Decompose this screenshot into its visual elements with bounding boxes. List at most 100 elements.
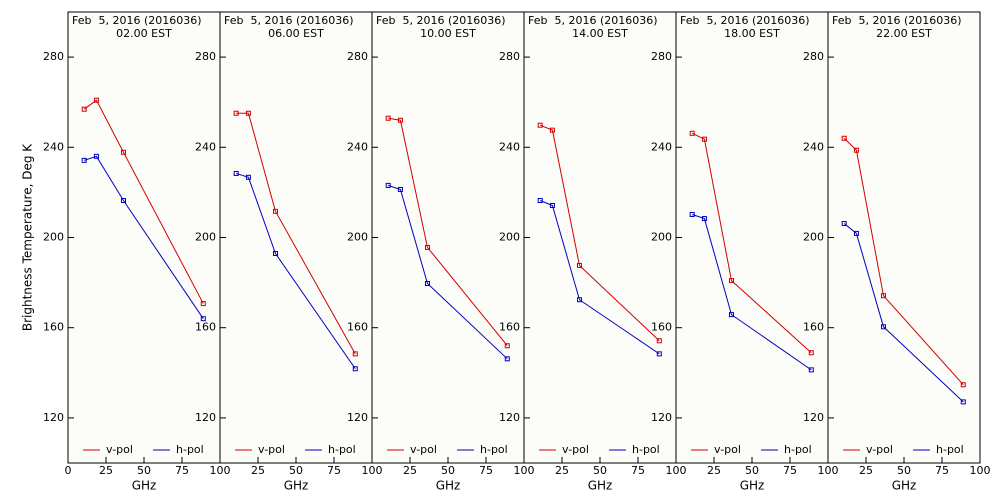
data-point bbox=[385, 182, 391, 188]
data-point bbox=[424, 281, 430, 287]
x-axis-label: GHz bbox=[284, 479, 309, 493]
data-point bbox=[81, 157, 87, 163]
data-point bbox=[81, 106, 87, 112]
series-line bbox=[843, 223, 964, 403]
series-line bbox=[83, 99, 204, 304]
data-point bbox=[93, 153, 99, 159]
x-axis-label: GHz bbox=[132, 479, 157, 493]
data-point bbox=[504, 343, 510, 349]
series-line bbox=[388, 117, 508, 347]
legend-label: h-pol bbox=[784, 443, 812, 456]
data-point bbox=[200, 316, 206, 322]
x-tick-label: 25 bbox=[707, 464, 721, 477]
x-tick-label: 50 bbox=[593, 464, 607, 477]
y-tick-label: 240 bbox=[499, 140, 520, 153]
y-tick-label: 160 bbox=[43, 321, 64, 334]
plot-frame bbox=[67, 11, 221, 464]
data-point bbox=[853, 230, 859, 236]
data-point bbox=[701, 216, 707, 222]
panel-title: Feb 5, 2016 (2016036) bbox=[72, 14, 202, 27]
series-line bbox=[692, 214, 812, 371]
x-tick-label: 25 bbox=[403, 464, 417, 477]
data-point bbox=[841, 221, 847, 227]
data-point bbox=[960, 382, 966, 388]
data-point bbox=[537, 198, 543, 204]
plot-frame bbox=[827, 11, 981, 464]
y-tick-label: 120 bbox=[803, 411, 824, 424]
data-point bbox=[728, 312, 734, 318]
x-axis-label: GHz bbox=[588, 479, 613, 493]
x-tick-label: 25 bbox=[99, 464, 113, 477]
legend-label: v-pol bbox=[258, 443, 285, 456]
data-point bbox=[233, 170, 239, 176]
x-tick-label: 50 bbox=[137, 464, 151, 477]
data-point bbox=[272, 208, 278, 214]
data-point bbox=[93, 97, 99, 103]
panel-title: Feb 5, 2016 (2016036) bbox=[224, 14, 354, 27]
data-point bbox=[504, 356, 510, 362]
data-point bbox=[352, 366, 358, 372]
plot-frame bbox=[675, 11, 829, 464]
x-axis-label: GHz bbox=[892, 479, 917, 493]
legend-label: h-pol bbox=[176, 443, 204, 456]
series-line bbox=[843, 137, 964, 386]
y-tick-label: 280 bbox=[651, 50, 672, 63]
x-tick-label: 100 bbox=[970, 464, 991, 477]
y-tick-label: 240 bbox=[195, 140, 216, 153]
data-point bbox=[120, 198, 126, 204]
x-tick-label: 75 bbox=[479, 464, 493, 477]
y-tick-label: 160 bbox=[651, 321, 672, 334]
legend-label: h-pol bbox=[632, 443, 660, 456]
panel-title: Feb 5, 2016 (2016036) bbox=[832, 14, 962, 27]
data-point bbox=[576, 297, 582, 303]
x-tick-label: 50 bbox=[897, 464, 911, 477]
x-tick-label: 75 bbox=[327, 464, 341, 477]
y-tick-label: 200 bbox=[43, 231, 64, 244]
series-line bbox=[691, 132, 812, 354]
legend-label: h-pol bbox=[480, 443, 508, 456]
x-tick-label: 100 bbox=[666, 464, 687, 477]
x-tick-label: 50 bbox=[441, 464, 455, 477]
data-point bbox=[841, 135, 847, 141]
y-tick-label: 280 bbox=[43, 50, 64, 63]
y-tick-label: 280 bbox=[347, 50, 368, 63]
y-tick-label: 280 bbox=[499, 50, 520, 63]
y-tick-label: 200 bbox=[651, 231, 672, 244]
series-line bbox=[236, 112, 356, 355]
series-line bbox=[540, 200, 660, 355]
data-point bbox=[808, 367, 814, 373]
series-line bbox=[540, 124, 660, 342]
y-tick-label: 120 bbox=[499, 411, 520, 424]
series-line bbox=[388, 184, 508, 360]
data-point bbox=[853, 147, 859, 153]
data-point bbox=[352, 351, 358, 357]
x-tick-label: 50 bbox=[289, 464, 303, 477]
x-tick-label: 25 bbox=[859, 464, 873, 477]
data-point bbox=[689, 130, 695, 136]
panel-subtitle: 06.00 EST bbox=[268, 27, 324, 40]
legend-label: h-pol bbox=[936, 443, 964, 456]
y-tick-label: 120 bbox=[43, 411, 64, 424]
x-tick-label: 100 bbox=[818, 464, 839, 477]
legend-label: v-pol bbox=[410, 443, 437, 456]
panel-title: Feb 5, 2016 (2016036) bbox=[376, 14, 506, 27]
y-tick-label: 240 bbox=[651, 140, 672, 153]
x-tick-label: 50 bbox=[745, 464, 759, 477]
y-tick-label: 200 bbox=[347, 231, 368, 244]
series-line bbox=[236, 172, 356, 370]
x-tick-label: 75 bbox=[631, 464, 645, 477]
plot-frame bbox=[523, 11, 677, 464]
data-point bbox=[960, 399, 966, 405]
data-point bbox=[397, 117, 403, 123]
x-tick-label: 25 bbox=[251, 464, 265, 477]
y-tick-label: 280 bbox=[803, 50, 824, 63]
data-point bbox=[728, 278, 734, 284]
y-tick-label: 200 bbox=[499, 231, 520, 244]
data-point bbox=[549, 127, 555, 133]
x-axis-label: GHz bbox=[436, 479, 461, 493]
data-point bbox=[689, 211, 695, 217]
data-point bbox=[576, 262, 582, 268]
plot-frame bbox=[219, 11, 373, 464]
data-point bbox=[245, 174, 251, 180]
x-tick-label: 25 bbox=[555, 464, 569, 477]
